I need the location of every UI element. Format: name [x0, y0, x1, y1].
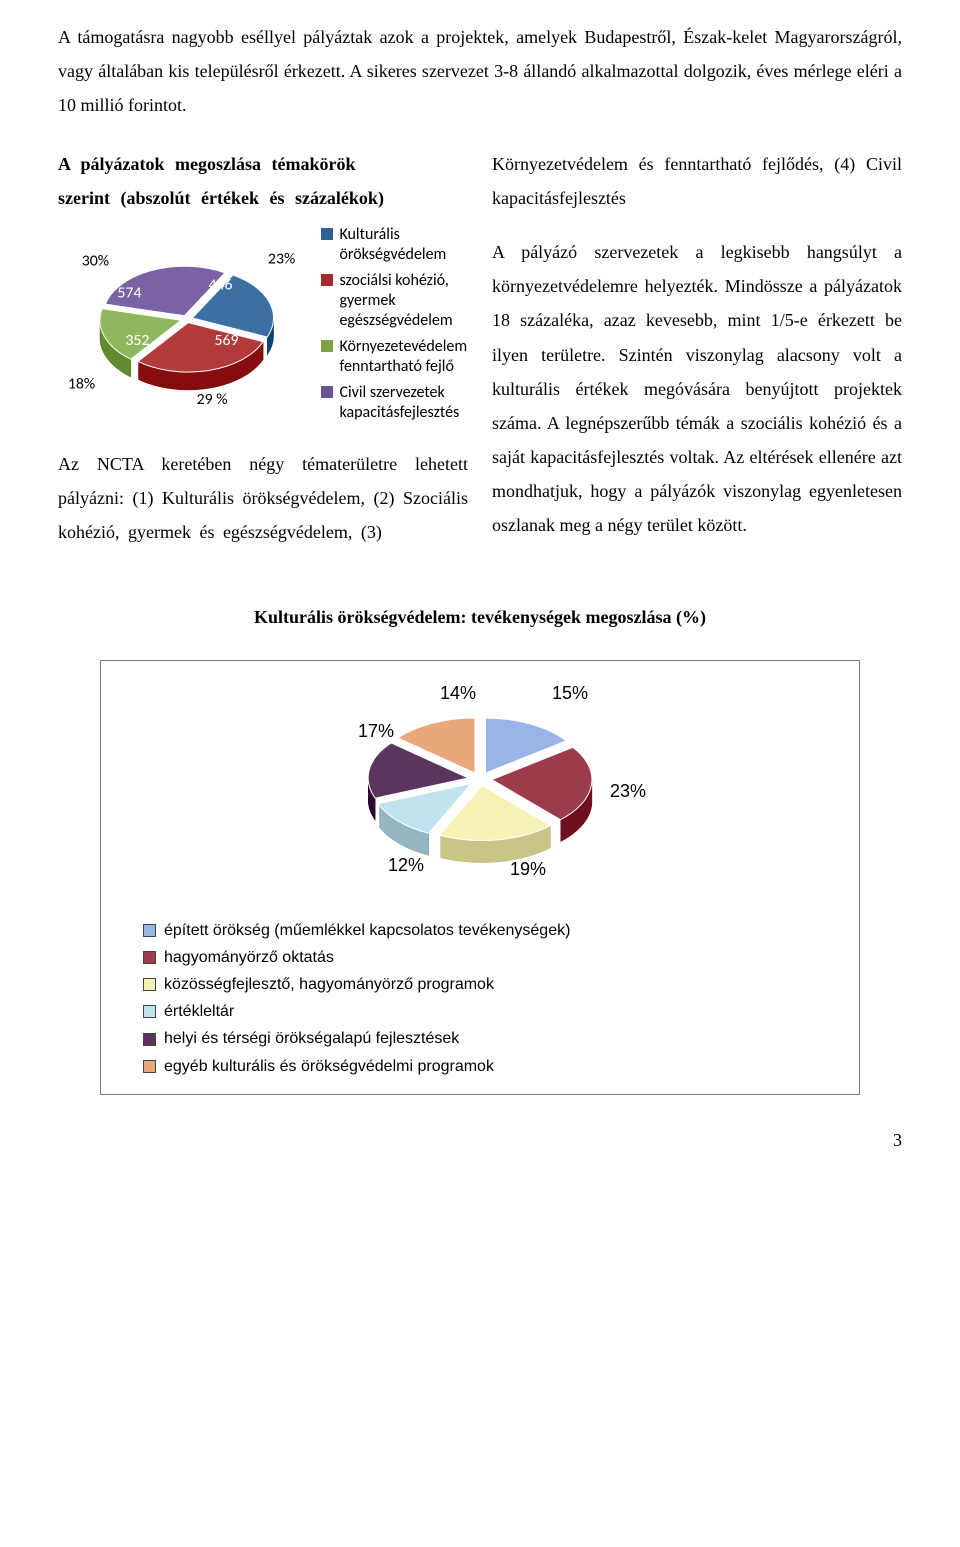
svg-text:15%: 15%	[552, 683, 588, 703]
svg-text:574: 574	[117, 283, 141, 302]
right-heading: Környezetvédelem és fenntartható fejlődé…	[492, 147, 902, 215]
left-column: A pályázatok megoszlása témakörök szerin…	[58, 147, 468, 550]
legend-swatch	[321, 274, 333, 286]
legend-item: értékleltár	[143, 998, 845, 1025]
legend-label: értékleltár	[164, 998, 234, 1025]
legend-item: helyi és térségi örökségalapú fejlesztés…	[143, 1025, 845, 1052]
right-column: Környezetvédelem és fenntartható fejlődé…	[492, 147, 902, 550]
pie-chart-1: 30% 574 446 23% 352 569 18% 29 %	[58, 227, 315, 427]
legend-item: szociálsi kohézió, gyermek egészségvédel…	[321, 271, 468, 331]
legend-label: közösségfejlesztő, hagyományörző program…	[164, 971, 494, 998]
legend-label: Civil szervezetek kapacitásfejlesztés	[339, 383, 468, 423]
legend-swatch	[321, 340, 333, 352]
pie1-heading: A pályázatok megoszlása témakörök szerin…	[58, 147, 468, 215]
pie-chart-2: 14% 15% 17% 23% 12% 19%	[270, 679, 690, 889]
legend-item: hagyományörző oktatás	[143, 944, 845, 971]
legend-item: Civil szervezetek kapacitásfejlesztés	[321, 383, 468, 423]
svg-text:23%: 23%	[610, 781, 646, 801]
page-number: 3	[58, 1123, 902, 1157]
legend-label: helyi és térségi örökségalapú fejlesztés…	[164, 1025, 459, 1052]
ncta-paragraph: Az NCTA keretében négy tématerületre leh…	[58, 447, 468, 550]
legend-swatch	[143, 978, 156, 991]
svg-text:17%: 17%	[358, 721, 394, 741]
legend-swatch	[143, 951, 156, 964]
legend-item: épített örökség (műemlékkel kapcsolatos …	[143, 917, 845, 944]
svg-text:446: 446	[209, 275, 233, 294]
chart2-title: Kulturális örökségvédelem: tevékenységek…	[58, 600, 902, 634]
legend-item: Kulturális örökségvédelem	[321, 225, 468, 265]
legend-label: Kulturális örökségvédelem	[339, 225, 468, 265]
legend-label: Környezetevédelem fenntartható fejlő	[339, 337, 468, 377]
legend-swatch	[143, 924, 156, 937]
legend-item: Környezetevédelem fenntartható fejlő	[321, 337, 468, 377]
legend-item: egyéb kulturális és örökségvédelmi progr…	[143, 1053, 845, 1080]
legend-label: épített örökség (műemlékkel kapcsolatos …	[164, 917, 570, 944]
svg-text:12%: 12%	[388, 855, 424, 875]
pie-chart-1-row: 30% 574 446 23% 352 569 18% 29 % Kulturális örö…	[58, 225, 468, 429]
svg-text:352: 352	[125, 331, 149, 350]
pie1-legend: Kulturális örökségvédelem szociálsi kohéz…	[321, 225, 468, 429]
legend-swatch	[321, 386, 333, 398]
svg-text:14%: 14%	[440, 683, 476, 703]
legend-swatch	[143, 1033, 156, 1046]
two-column-section: A pályázatok megoszlása témakörök szerin…	[58, 147, 902, 550]
legend-label: egyéb kulturális és örökségvédelmi progr…	[164, 1053, 494, 1080]
legend-swatch	[321, 228, 333, 240]
pie2-wrap: 14% 15% 17% 23% 12% 19%	[115, 679, 845, 889]
legend-item: közösségfejlesztő, hagyományörző program…	[143, 971, 845, 998]
chart2-box: 14% 15% 17% 23% 12% 19% épített örökség (műem…	[100, 660, 860, 1095]
legend-swatch	[143, 1060, 156, 1073]
svg-text:30%: 30%	[82, 252, 109, 271]
svg-text:19%: 19%	[510, 859, 546, 879]
right-body: A pályázó szervezetek a legkisebb hangsú…	[492, 235, 902, 543]
svg-text:569: 569	[214, 331, 238, 350]
svg-text:18%: 18%	[68, 374, 95, 393]
pie2-legend: épített örökség (műemlékkel kapcsolatos …	[115, 917, 845, 1080]
intro-paragraph: A támogatásra nagyobb eséllyel pályáztak…	[58, 20, 902, 123]
legend-label: szociálsi kohézió, gyermek egészségvédel…	[339, 271, 468, 331]
svg-text:29 %: 29 %	[197, 390, 228, 409]
legend-label: hagyományörző oktatás	[164, 944, 334, 971]
svg-text:23%: 23%	[268, 250, 295, 269]
pie1-heading-l2: szerint (abszolút értékek és százalékok)	[58, 188, 384, 208]
legend-swatch	[143, 1005, 156, 1018]
pie1-heading-l1: A pályázatok megoszlása témakörök	[58, 154, 355, 174]
